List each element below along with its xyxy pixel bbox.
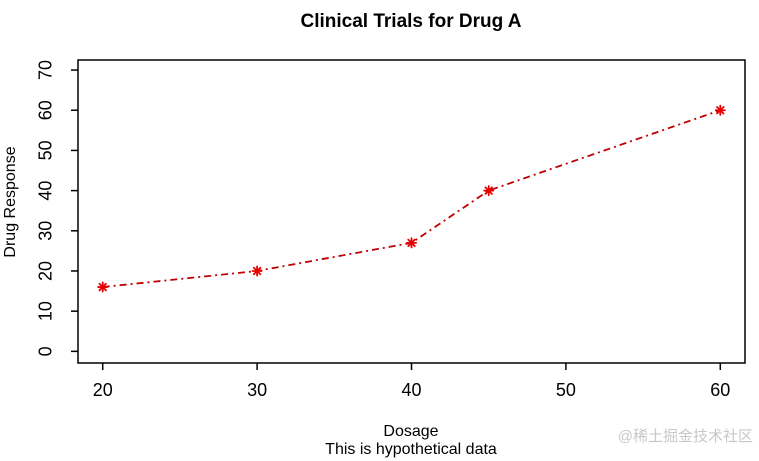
marker-arm [252,266,262,276]
watermark: @稀土掘金技术社区 [618,428,753,445]
y-tick-label: 40 [35,181,55,201]
y-tick-label: 10 [35,301,55,321]
chart-title: Clinical Trials for Drug A [300,11,521,32]
y-tick-label: 0 [35,346,55,356]
marker-arm [716,106,725,115]
data-point-marker [483,185,495,197]
y-tick-label: 50 [35,140,55,160]
marker-arm [407,238,416,247]
x-tick-label: 50 [556,380,576,400]
y-tick-label: 30 [35,221,55,241]
marker-arm [98,282,107,292]
y-tick-label: 20 [35,261,55,281]
axes-layer: 20 30 40 50 60 0 10 20 30 40 50 60 70 [35,59,746,400]
data-point-marker [251,265,263,277]
y-tick-label: 60 [35,100,55,120]
x-tick-label: 40 [401,380,421,400]
series-line [102,109,721,288]
data-point-marker [714,104,726,116]
y-tick-label: 70 [35,60,55,80]
x-tick-label: 60 [710,380,730,400]
marker-arm [484,186,493,195]
x-axis-label: Dosage [383,423,438,440]
data-point-marker [97,281,109,293]
y-axis-label: Drug Response [2,146,19,257]
x-tick-label: 20 [93,380,113,400]
plot-border [77,59,746,364]
data-point-marker [406,237,417,249]
x-axis-sublabel: This is hypothetical data [325,441,497,458]
x-tick-label: 30 [247,380,267,400]
series-layer [97,104,726,293]
